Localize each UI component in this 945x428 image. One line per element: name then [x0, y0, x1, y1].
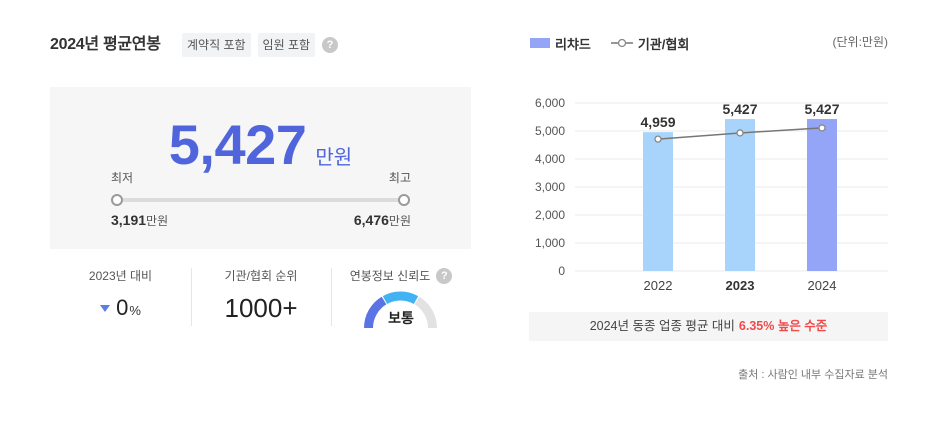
salary-chart: 0 1,000 2,000 3,000 4,000 5,000 6,000 4,959 5,42…: [535, 96, 888, 293]
tag-contract-included: 계약직 포함: [182, 33, 251, 57]
triangle-down-icon: [100, 305, 111, 312]
rank-number: 1000+: [224, 293, 298, 323]
x-tick-label-2024: 2024: [808, 278, 837, 293]
gauge-segment-filled: [364, 296, 387, 329]
min-salary-value: 3,191: [111, 212, 147, 228]
max-label: 최고: [388, 171, 411, 185]
line-marker-icon: [610, 38, 633, 48]
min-salary: 3,191만원: [111, 211, 168, 230]
yoy-change-number: 0: [116, 295, 129, 320]
stat-yoy-label: 2023년 대비: [88, 269, 153, 283]
data-source: 출처 : 사람인 내부 수집자료 분석: [738, 369, 888, 381]
y-tick-label: 6,000: [535, 96, 565, 110]
average-salary: 5,427 만원: [50, 115, 471, 175]
salary-range-bar: [111, 194, 410, 206]
bar-2023: [725, 119, 755, 271]
comparison-prefix: 2024년 동종 업종 평균 대비: [589, 319, 735, 333]
reliability-gauge: [364, 291, 437, 329]
reliability-level-text: 보통: [388, 310, 414, 326]
y-tick-label: 0: [558, 264, 565, 278]
legend-label: 기관/협회: [637, 36, 690, 52]
legend-item-line-series: 기관/협회: [610, 34, 690, 53]
filter-tags: 계약직 포함 임원 포함: [182, 33, 339, 57]
min-salary-unit: 만원: [146, 214, 169, 228]
legend-item-bar-series: 리챠드: [530, 34, 591, 53]
stat-reliability: 연봉정보 신뢰도: [331, 268, 471, 338]
y-tick-label: 2,000: [535, 208, 565, 222]
max-salary-unit: 만원: [388, 214, 411, 228]
bar-value-label-2022: 4,959: [640, 114, 675, 130]
x-tick-label-2023: 2023: [726, 278, 755, 293]
bar-value-label-2024: 5,427: [804, 101, 839, 117]
industry-comparison: 2024년 동종 업종 평균 대비 6.35% 높은 수준: [529, 312, 888, 341]
min-label: 최저: [111, 171, 134, 185]
page-title: 2024년 평균연봉: [50, 36, 161, 53]
y-tick-label: 5,000: [535, 124, 565, 138]
line-point-2024: [818, 124, 826, 132]
stat-yoy-value: 0 %: [50, 293, 191, 323]
y-tick-label: 4,000: [535, 152, 565, 166]
gauge-segment-empty: [414, 296, 437, 329]
stat-reliability-label-row: 연봉정보 신뢰도: [331, 268, 471, 284]
yoy-change-unit: %: [129, 303, 141, 318]
max-handle: [398, 194, 410, 206]
stat-rank: 기관/협회 순위 1000+: [191, 268, 331, 338]
line-point-2023: [736, 129, 744, 137]
gauge-segment-filled: [382, 291, 419, 305]
x-tick-label-2022: 2022: [644, 278, 673, 293]
average-salary-value: 5,427: [168, 113, 307, 176]
chart-legend: 리챠드 기관/협회: [530, 34, 689, 52]
average-salary-panel: 5,427 만원 최저 최고 3,191만원 6,476만원: [50, 87, 471, 249]
bar-2024: [807, 119, 837, 271]
line-point-2022: [654, 135, 662, 143]
stat-rank-value: 1000+: [191, 293, 331, 323]
min-handle: [111, 194, 123, 206]
divider: [191, 268, 192, 326]
comparison-highlight: 6.35% 높은 수준: [738, 319, 828, 333]
bar-2022: [643, 132, 673, 271]
stat-reliability-label: 연봉정보 신뢰도: [349, 269, 431, 283]
max-salary: 6,476만원: [354, 211, 411, 230]
unit-note: (단위:만원): [832, 35, 889, 49]
question-circle-icon[interactable]: [436, 268, 453, 284]
legend-label: 리챠드: [555, 36, 591, 52]
y-tick-label: 1,000: [535, 236, 565, 250]
y-tick-label: 3,000: [535, 180, 565, 194]
average-salary-unit: 만원: [315, 147, 353, 169]
stat-yoy-change: 2023년 대비 0 %: [50, 268, 191, 338]
question-circle-icon[interactable]: [322, 37, 339, 53]
bar-value-label-2023: 5,427: [722, 101, 757, 117]
tag-executive-included: 임원 포함: [257, 33, 316, 57]
max-salary-value: 6,476: [353, 212, 389, 228]
stat-rank-label: 기관/협회 순위: [224, 269, 298, 283]
divider: [331, 268, 332, 326]
bar-swatch-icon: [530, 38, 550, 48]
